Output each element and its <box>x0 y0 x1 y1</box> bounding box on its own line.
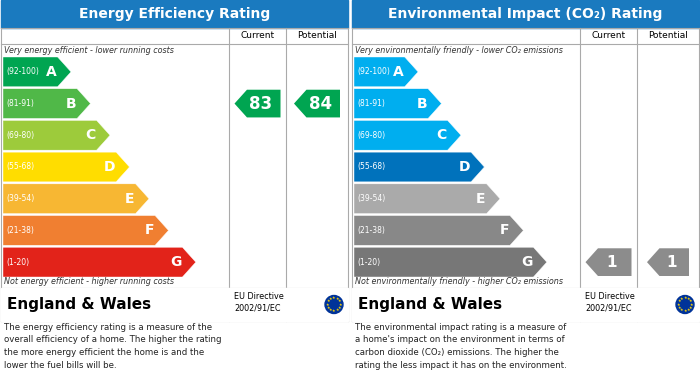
Text: (21-38): (21-38) <box>357 226 385 235</box>
Text: (92-100): (92-100) <box>357 67 390 76</box>
Text: Environmental Impact (CO₂) Rating: Environmental Impact (CO₂) Rating <box>389 7 663 21</box>
Text: B: B <box>66 97 76 111</box>
Text: D: D <box>104 160 115 174</box>
Text: (21-38): (21-38) <box>6 226 34 235</box>
Text: B: B <box>416 97 427 111</box>
Text: ★: ★ <box>680 308 683 312</box>
Text: E: E <box>476 192 486 206</box>
Text: (39-54): (39-54) <box>6 194 34 203</box>
Text: Very energy efficient - lower running costs: Very energy efficient - lower running co… <box>4 46 174 55</box>
Text: 1: 1 <box>666 255 676 270</box>
Polygon shape <box>354 184 500 213</box>
Text: ★: ★ <box>329 297 332 301</box>
Text: Very environmentally friendly - lower CO₂ emissions: Very environmentally friendly - lower CO… <box>355 46 563 55</box>
Polygon shape <box>3 184 149 213</box>
Text: (55-68): (55-68) <box>6 163 34 172</box>
Text: (92-100): (92-100) <box>6 67 39 76</box>
Text: E: E <box>125 192 134 206</box>
Text: A: A <box>46 65 57 79</box>
Polygon shape <box>647 248 689 276</box>
Text: ★: ★ <box>338 306 342 310</box>
Text: (1-20): (1-20) <box>6 258 29 267</box>
Text: ★: ★ <box>327 306 330 310</box>
Polygon shape <box>3 215 169 245</box>
Text: 1: 1 <box>607 255 617 270</box>
Text: ★: ★ <box>678 299 681 303</box>
Text: ★: ★ <box>687 297 690 301</box>
Bar <box>352 288 699 321</box>
Polygon shape <box>3 89 90 118</box>
Polygon shape <box>354 57 418 87</box>
Text: A: A <box>393 65 404 79</box>
Text: (69-80): (69-80) <box>6 131 34 140</box>
Text: ★: ★ <box>326 303 329 307</box>
Polygon shape <box>354 247 547 277</box>
Text: EU Directive
2002/91/EC: EU Directive 2002/91/EC <box>585 292 635 313</box>
Text: 83: 83 <box>249 95 272 113</box>
Text: ★: ★ <box>683 296 687 300</box>
Text: ★: ★ <box>332 296 336 300</box>
Text: Energy Efficiency Rating: Energy Efficiency Rating <box>79 7 270 21</box>
Text: (39-54): (39-54) <box>357 194 385 203</box>
Polygon shape <box>3 152 130 182</box>
Bar <box>352 0 699 28</box>
Text: EU Directive
2002/91/EC: EU Directive 2002/91/EC <box>234 292 284 313</box>
Text: (1-20): (1-20) <box>357 258 380 267</box>
Text: ★: ★ <box>338 299 342 303</box>
Polygon shape <box>354 120 461 150</box>
Polygon shape <box>3 247 196 277</box>
Text: ★: ★ <box>689 306 692 310</box>
Bar <box>1 44 348 288</box>
Text: ★: ★ <box>327 299 330 303</box>
Text: ★: ★ <box>335 308 339 312</box>
Polygon shape <box>354 89 442 118</box>
Text: ★: ★ <box>683 309 687 313</box>
Text: The energy efficiency rating is a measure of the
overall efficiency of a home. T: The energy efficiency rating is a measur… <box>4 323 221 369</box>
Text: Potential: Potential <box>648 32 688 41</box>
Text: ★: ★ <box>687 308 690 312</box>
Circle shape <box>676 296 694 314</box>
Text: G: G <box>170 255 181 269</box>
Bar <box>1 288 348 321</box>
Bar <box>352 44 699 288</box>
Text: (81-91): (81-91) <box>357 99 385 108</box>
Text: ★: ★ <box>332 309 336 313</box>
Text: C: C <box>85 128 96 142</box>
Polygon shape <box>354 152 484 182</box>
Polygon shape <box>354 215 524 245</box>
Text: England & Wales: England & Wales <box>7 297 151 312</box>
Text: ★: ★ <box>690 303 693 307</box>
Text: F: F <box>500 223 509 237</box>
Text: The environmental impact rating is a measure of
a home's impact on the environme: The environmental impact rating is a mea… <box>355 323 567 369</box>
Text: ★: ★ <box>689 299 692 303</box>
Text: C: C <box>436 128 447 142</box>
Polygon shape <box>294 90 340 117</box>
Text: ★: ★ <box>680 297 683 301</box>
Polygon shape <box>3 57 71 87</box>
Text: F: F <box>145 223 154 237</box>
Polygon shape <box>585 248 631 276</box>
Text: Current: Current <box>240 32 274 41</box>
Text: (81-91): (81-91) <box>6 99 34 108</box>
Text: Potential: Potential <box>297 32 337 41</box>
Text: ★: ★ <box>677 303 680 307</box>
Text: ★: ★ <box>329 308 332 312</box>
Text: Not energy efficient - higher running costs: Not energy efficient - higher running co… <box>4 277 174 286</box>
Circle shape <box>325 296 343 314</box>
Text: ★: ★ <box>678 306 681 310</box>
Polygon shape <box>3 120 110 150</box>
Bar <box>1 0 348 28</box>
Text: ★: ★ <box>335 297 339 301</box>
Text: Current: Current <box>592 32 626 41</box>
Text: 84: 84 <box>309 95 332 113</box>
Text: (69-80): (69-80) <box>357 131 385 140</box>
Text: England & Wales: England & Wales <box>358 297 502 312</box>
Text: Not environmentally friendly - higher CO₂ emissions: Not environmentally friendly - higher CO… <box>355 277 563 286</box>
Text: (55-68): (55-68) <box>357 163 385 172</box>
Polygon shape <box>234 90 281 117</box>
Text: D: D <box>458 160 470 174</box>
Text: ★: ★ <box>339 303 342 307</box>
Text: G: G <box>521 255 533 269</box>
